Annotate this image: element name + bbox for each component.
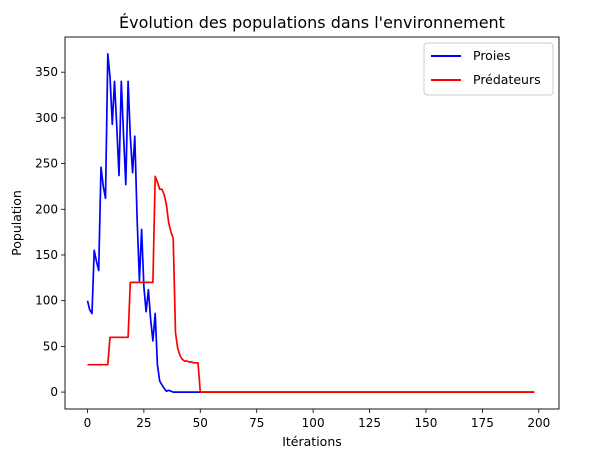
x-tick-label: 25	[136, 416, 151, 430]
x-tick-label: 200	[527, 416, 550, 430]
y-tick-label: 150	[35, 248, 58, 262]
y-tick-label: 100	[35, 294, 58, 308]
y-tick-label: 300	[35, 111, 58, 125]
x-tick-label: 150	[415, 416, 438, 430]
y-axis-label: Population	[9, 190, 24, 256]
y-tick-label: 0	[50, 385, 58, 399]
x-tick-label: 175	[471, 416, 494, 430]
x-tick-label: 125	[358, 416, 381, 430]
x-axis-label: Itérations	[282, 434, 342, 449]
x-tick-label: 0	[84, 416, 92, 430]
y-tick-label: 200	[35, 202, 58, 216]
series-line-proies	[86, 53, 535, 393]
y-tick-label: 250	[35, 157, 58, 171]
x-tick-label: 75	[249, 416, 264, 430]
axes-frame	[64, 36, 560, 410]
series-lines	[86, 53, 535, 393]
y-axis-ticks: 0 50 100 150 200 250 300 350	[35, 65, 65, 399]
plot-area	[64, 36, 560, 410]
y-tick-label: 350	[35, 65, 58, 79]
x-axis-ticks: 0 25 50 75 100 125 150 175 200	[84, 409, 550, 430]
chart-title: Évolution des populations dans l'environ…	[119, 13, 505, 32]
legend-label-predateurs: Prédateurs	[473, 72, 541, 87]
x-tick-label: 50	[193, 416, 208, 430]
y-tick-label: 50	[43, 339, 58, 353]
x-tick-label: 100	[302, 416, 325, 430]
series-line-predateurs	[87, 175, 535, 393]
legend-label-proies: Proies	[473, 48, 511, 63]
legend: Proies Prédateurs	[423, 42, 554, 96]
